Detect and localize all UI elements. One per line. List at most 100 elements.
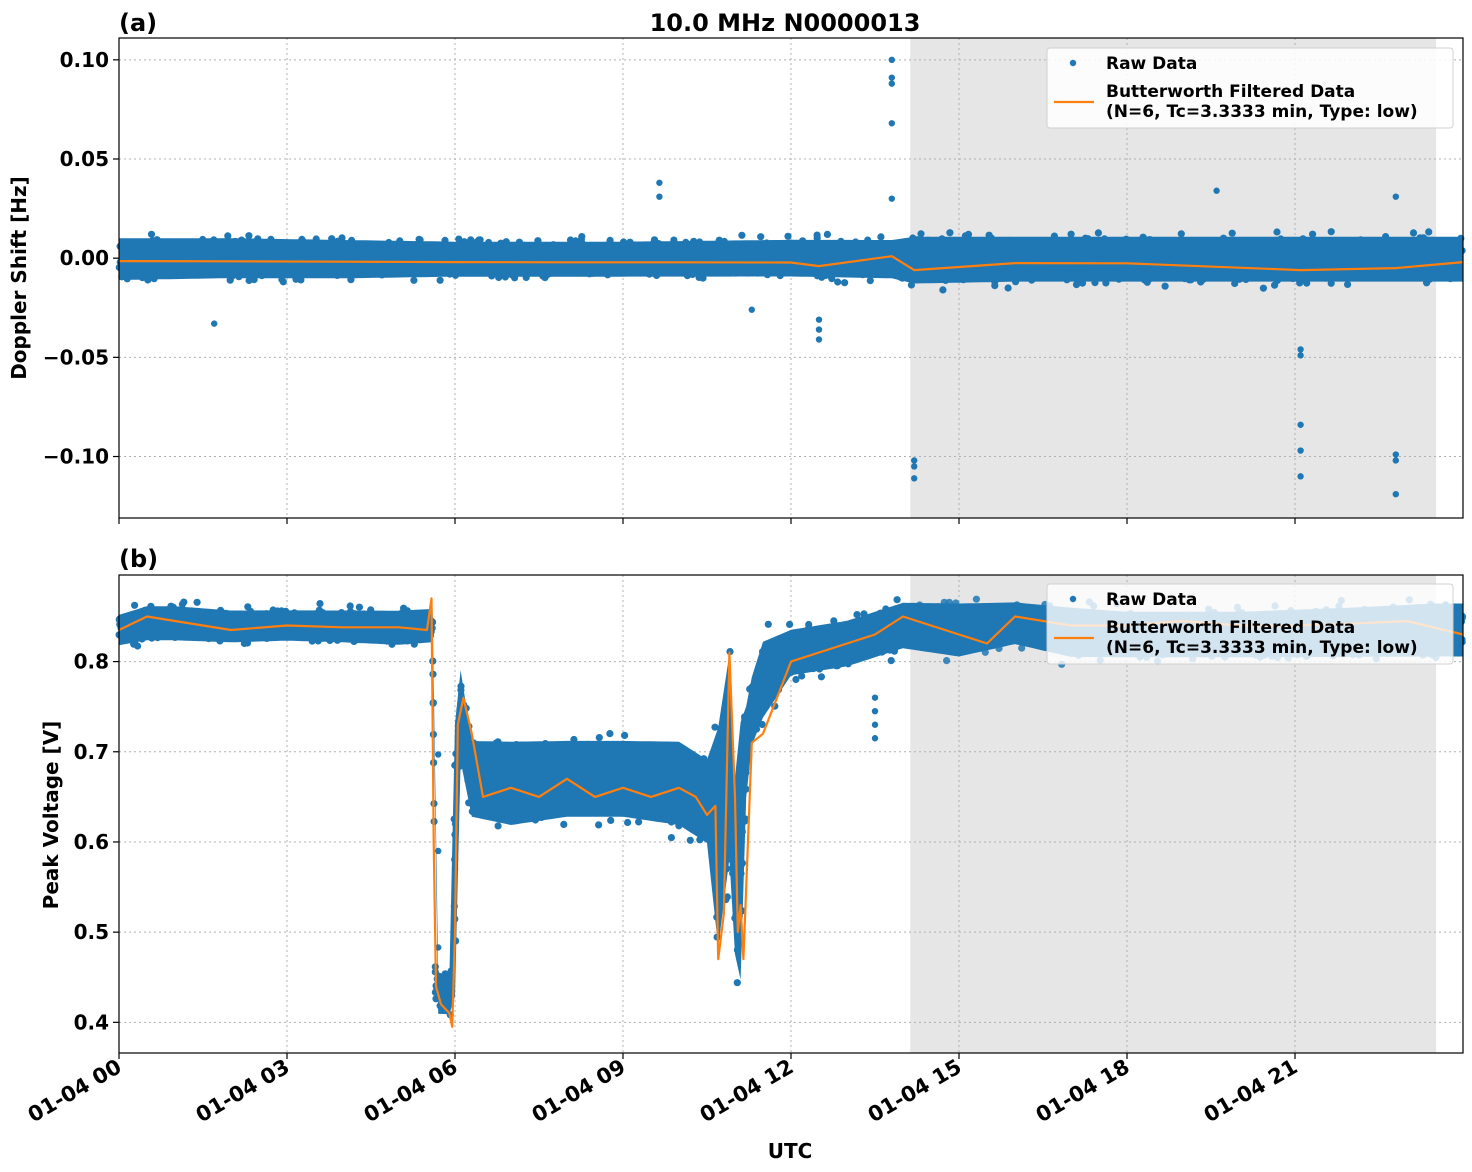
panel-b-raw-point (726, 648, 734, 656)
panel-b-raw-point (607, 816, 615, 825)
panel-a-raw-point (784, 232, 792, 240)
panel-b-raw-outlier (871, 707, 879, 715)
panel-a-label: (a) (119, 9, 157, 37)
panel-b-ytick-label-2: 0.6 (74, 830, 109, 854)
panel-a-raw-point (1231, 279, 1239, 288)
panel-b-raw-point (667, 834, 676, 842)
panel-a-raw-outlier (748, 306, 755, 313)
panel-b-raw-outlier (871, 721, 879, 728)
panel-a-ytick-label-0: 0.10 (60, 48, 109, 72)
panel-a-ytick-label-1: 0.05 (60, 147, 109, 171)
panel-a-raw-point (1344, 280, 1352, 288)
panel-b-raw-point (595, 734, 603, 742)
panel-a-raw-point (1161, 282, 1169, 290)
panel-a-raw-outlier (1213, 187, 1220, 194)
panel-a-raw-point (245, 232, 253, 240)
panel-a-filtered-line (118, 255, 1464, 272)
panel-a-raw-density (119, 236, 1463, 284)
panel-b-raw-point (792, 675, 800, 684)
panel-a-raw-point (1273, 228, 1281, 236)
panel-b-legend-filtered-label: Butterworth Filtered Data (1106, 618, 1355, 638)
panel-a-raw-point (147, 230, 156, 238)
panel-a-raw-point (866, 277, 874, 285)
panel-a-raw-outlier (211, 320, 218, 327)
panel-b-ytick-label-0: 0.8 (74, 650, 109, 674)
panel-b-raw-point (853, 611, 861, 619)
panel-b-raw-point (1018, 644, 1026, 652)
panel-b-ytick-label-3: 0.5 (74, 920, 109, 944)
panel-b-raw-point (972, 595, 981, 603)
panel-a-raw-point (1425, 228, 1433, 236)
panel-a-legend-raw-label: Raw Data (1106, 54, 1197, 74)
panel-a-raw-outlier (1297, 421, 1304, 428)
panel-b-raw-point (494, 822, 502, 830)
x-tick-label-2: 01-04 06 (360, 1055, 462, 1128)
panel-a-raw-point (467, 236, 475, 244)
panel-a-raw-point (1004, 284, 1012, 292)
panel-a-raw-point (946, 229, 954, 237)
panel-b-raw-point (686, 836, 694, 844)
panel-b-ytick-label-1: 0.7 (74, 740, 109, 764)
panel-a-raw-point (991, 282, 999, 290)
panel-b-raw-point (131, 601, 139, 609)
x-tick-label-7: 01-04 21 (1200, 1055, 1302, 1128)
panel-b-raw-point (346, 602, 354, 610)
panel-a-ytick-label-4: −0.10 (43, 445, 109, 469)
panel-a-raw-point (1271, 281, 1279, 289)
panel-a-legend-raw-marker (1069, 59, 1077, 67)
panel-a-ytick-label-2: 0.00 (60, 246, 109, 270)
x-tick-label-1: 01-04 03 (192, 1055, 294, 1128)
panel-a-raw-point (834, 278, 842, 286)
panel-b-raw-point (316, 600, 324, 608)
panel-a-raw-outlier (888, 74, 895, 81)
x-tick-label-4: 01-04 12 (696, 1055, 798, 1128)
panel-b-raw-point (887, 657, 895, 665)
panel-a-raw-point (841, 279, 849, 287)
panel-a-raw-point (455, 235, 463, 243)
panel-a-raw-outlier (815, 316, 823, 323)
panel-b-raw-point (606, 730, 614, 738)
panel-b-ytick-label-4: 0.4 (74, 1010, 109, 1034)
panel-b-raw-outlier (871, 735, 879, 742)
panel-a-raw-outlier (1392, 193, 1400, 200)
panel-a-raw-point (823, 230, 832, 238)
panel-a-raw-outlier (911, 463, 918, 470)
panel-b-raw-point (764, 620, 772, 628)
panel-b-raw-point (943, 657, 951, 665)
panel-a-raw-point (1309, 230, 1317, 238)
panel-a-raw-point (757, 233, 765, 241)
panel-b-raw-outlier (435, 751, 442, 758)
panel-a-raw-point (1228, 229, 1236, 237)
panel-b-raw-point (624, 818, 632, 827)
panel-a-raw-outlier (1297, 346, 1304, 353)
panel-a-raw-point (436, 276, 444, 284)
panel-a-raw-point (1409, 229, 1418, 237)
panel-a-raw-point (226, 276, 234, 284)
panel-b-raw-point (595, 821, 603, 829)
panel-a-raw-point (224, 232, 232, 240)
panel-a-legend-box (1046, 47, 1454, 129)
panel-a-raw-point (1177, 230, 1185, 238)
panel-b-raw-point (621, 731, 629, 740)
panel-a-raw-outlier (1297, 352, 1304, 359)
panel-a-raw-point (1094, 229, 1102, 237)
panel-b-raw-point (560, 820, 568, 829)
x-tick-label-0: 01-04 00 (24, 1055, 126, 1128)
panel-b-raw-point (798, 672, 806, 680)
x-tick-label-3: 01-04 09 (528, 1055, 630, 1128)
panel-a-raw-outlier (1297, 447, 1304, 454)
panel-a-ylabel: Doppler Shift [Hz] (7, 176, 31, 380)
panel-b-raw-point (786, 620, 794, 629)
panel-a-raw-outlier (1297, 473, 1304, 480)
panel-a-raw-point (410, 276, 418, 284)
panel-b-raw-outlier (435, 847, 442, 855)
panel-a-raw-outlier (1392, 490, 1400, 498)
panel-a-raw-outlier (911, 475, 918, 482)
panel-b-peak-voltage: (b) Peak Voltage [V] 0.80.70.60.50.4 Raw… (39, 545, 1467, 1059)
panel-a-raw-outlier (911, 457, 918, 464)
panel-a-raw-outlier (1392, 451, 1400, 458)
x-axis-label: UTC (768, 1139, 813, 1163)
panel-b-raw-point (893, 596, 901, 604)
panel-a-doppler-shift: (a) 10.0 MHz N0000013 Doppler Shift [Hz]… (7, 9, 1466, 524)
